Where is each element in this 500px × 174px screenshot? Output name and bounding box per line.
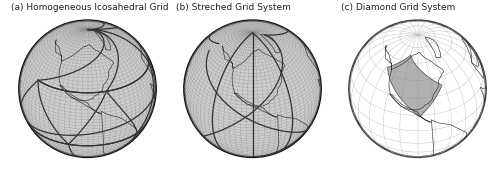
Polygon shape [388, 55, 442, 117]
Circle shape [19, 20, 156, 157]
Text: (a) Homogeneous Icosahedral Grid: (a) Homogeneous Icosahedral Grid [11, 3, 168, 12]
Text: (c) Diamond Grid System: (c) Diamond Grid System [341, 3, 455, 12]
Circle shape [184, 20, 321, 157]
Text: (b) Streched Grid System: (b) Streched Grid System [176, 3, 291, 12]
Circle shape [349, 20, 486, 157]
